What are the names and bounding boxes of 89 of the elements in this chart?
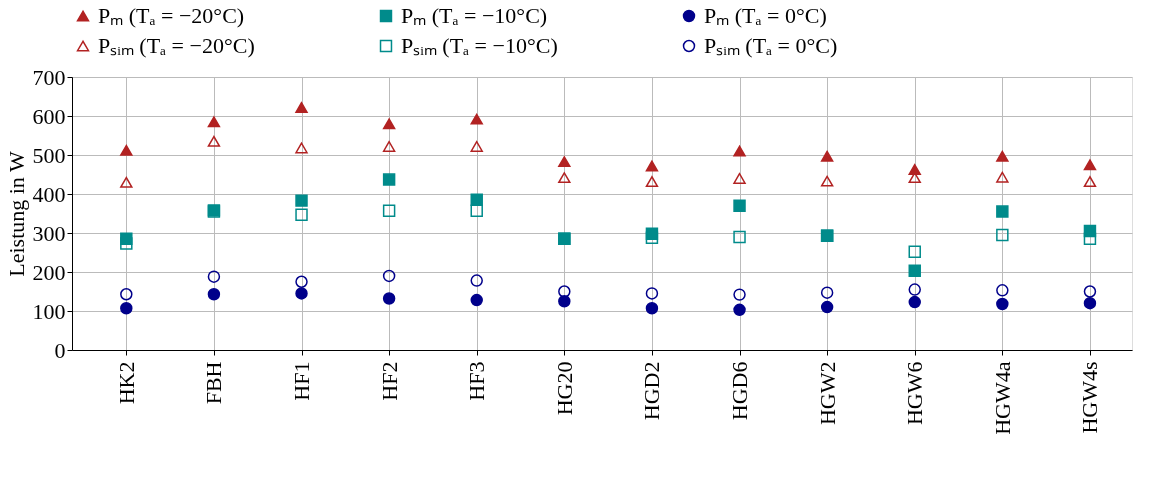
point xyxy=(996,228,1009,242)
point xyxy=(558,295,571,308)
point xyxy=(996,171,1009,183)
point xyxy=(733,172,746,184)
point xyxy=(295,275,308,288)
legend-label: Pₘ (Tₐ = 0°C) xyxy=(704,3,827,28)
x-tick-label: HF1 xyxy=(289,361,315,401)
y-tick-label: 700 xyxy=(32,64,66,90)
point xyxy=(207,288,221,301)
point xyxy=(382,173,396,186)
point xyxy=(996,205,1009,218)
point xyxy=(470,204,483,217)
point xyxy=(820,175,834,187)
legend-label: Pₛᵢₘ (Tₐ = −20°C) xyxy=(98,33,255,58)
point xyxy=(470,193,483,207)
point xyxy=(1083,224,1097,238)
x-tick-label: HG20 xyxy=(551,361,577,416)
point xyxy=(207,270,221,283)
y-tick-label: 400 xyxy=(32,181,66,207)
x-tick-label: HGW2 xyxy=(814,361,840,426)
point xyxy=(382,118,396,130)
point xyxy=(645,176,659,188)
point xyxy=(645,227,659,241)
y-tick-label: 500 xyxy=(32,142,66,168)
point xyxy=(295,142,308,154)
x-tick-label: HF3 xyxy=(464,361,490,401)
x-tick-label: FBH xyxy=(201,361,227,405)
x-tick-label: HGW4s xyxy=(1077,361,1103,434)
y-tick-label: 300 xyxy=(32,220,66,246)
point xyxy=(295,101,308,113)
point xyxy=(470,293,483,307)
point xyxy=(908,264,921,278)
point xyxy=(733,303,746,317)
point xyxy=(908,245,921,258)
point xyxy=(645,302,659,315)
point xyxy=(996,284,1009,297)
point xyxy=(382,140,396,152)
point xyxy=(558,172,571,184)
point xyxy=(295,287,308,300)
point xyxy=(295,208,308,221)
y-tick-label: 600 xyxy=(32,103,66,129)
point xyxy=(558,285,571,298)
point xyxy=(908,295,921,309)
point xyxy=(120,144,133,156)
point xyxy=(382,292,396,305)
point xyxy=(733,288,746,301)
legend-label: Pₛᵢₘ (Tₐ = −10°C) xyxy=(401,33,558,58)
point xyxy=(1083,176,1097,188)
point xyxy=(733,199,746,212)
x-tick-label: HGD2 xyxy=(639,361,665,421)
x-tick-label: HK2 xyxy=(113,361,139,405)
point xyxy=(120,302,133,315)
point xyxy=(207,116,221,128)
x-tick-label: HF2 xyxy=(376,361,402,401)
x-tick-label: HGD6 xyxy=(727,361,753,421)
y-tick-label: 0 xyxy=(54,337,66,363)
point xyxy=(470,140,483,152)
point xyxy=(820,300,834,314)
point xyxy=(558,156,571,168)
y-axis-title: Leistung in W xyxy=(3,151,29,277)
point xyxy=(996,297,1009,311)
point xyxy=(1083,285,1097,298)
point xyxy=(645,287,659,300)
point xyxy=(120,176,133,188)
point xyxy=(207,135,221,147)
point xyxy=(908,283,921,296)
point xyxy=(733,230,746,244)
y-tick-label: 100 xyxy=(32,298,66,324)
y-tick-label: 200 xyxy=(32,259,66,285)
point xyxy=(382,269,396,283)
point xyxy=(996,150,1009,162)
point xyxy=(733,145,746,157)
point xyxy=(1083,159,1097,171)
point xyxy=(295,194,308,207)
point xyxy=(470,274,483,287)
x-tick-label: HGW6 xyxy=(902,361,928,426)
point xyxy=(820,286,834,299)
point xyxy=(908,163,921,175)
point xyxy=(120,232,133,246)
point xyxy=(120,288,133,301)
point xyxy=(820,150,834,162)
point xyxy=(470,113,483,125)
point xyxy=(382,204,396,217)
legend-label: Pₛᵢₘ (Tₐ = 0°C) xyxy=(704,33,838,58)
point xyxy=(645,160,659,172)
legend-label: Pₘ (Tₐ = −20°C) xyxy=(98,3,245,28)
legend-label: Pₘ (Tₐ = −10°C) xyxy=(401,3,548,28)
point xyxy=(1083,296,1097,310)
x-tick-label: HGW4a xyxy=(989,361,1015,435)
